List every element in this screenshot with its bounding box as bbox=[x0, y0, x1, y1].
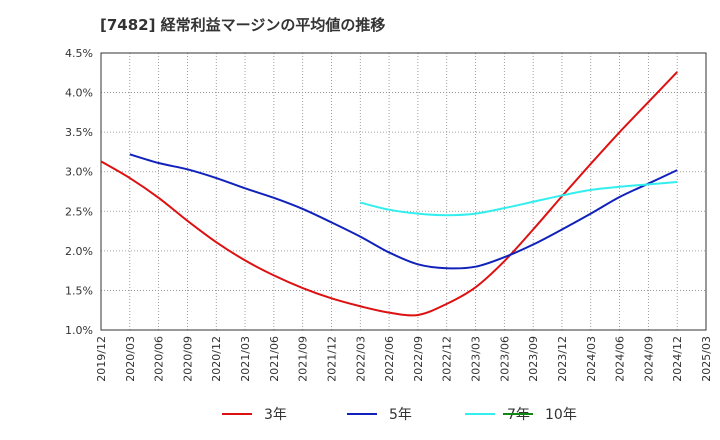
x-tick-label: 2023/06 bbox=[498, 336, 511, 382]
x-tick-label: 2021/06 bbox=[268, 336, 281, 382]
y-tick-label: 1.0% bbox=[65, 324, 93, 337]
y-tick-labels: 1.0% 1.5% 2.0% 2.5% 3.0% 3.5% 4.0% 4.5% bbox=[65, 47, 93, 337]
x-tick-label: 2022/06 bbox=[383, 336, 396, 382]
chart-title: [7482] 経常利益マージンの平均値の推移 bbox=[100, 16, 385, 34]
x-tick-label: 2021/09 bbox=[297, 336, 310, 382]
legend-label-5年: 5年 bbox=[389, 407, 412, 423]
series-line-7年 bbox=[360, 181, 678, 217]
x-tick-label: 2020/09 bbox=[181, 336, 194, 382]
legend: 3年5年7年10年 bbox=[222, 407, 577, 423]
y-tick-label: 4.5% bbox=[65, 47, 93, 60]
x-tick-label: 2024/09 bbox=[642, 336, 655, 382]
x-tick-label: 2022/09 bbox=[412, 336, 425, 382]
x-tick-label: 2022/03 bbox=[354, 336, 367, 382]
y-tick-label: 1.5% bbox=[65, 284, 93, 297]
x-tick-label: 2021/03 bbox=[239, 336, 252, 382]
x-tick-label: 2020/06 bbox=[153, 336, 166, 382]
y-tick-label: 3.5% bbox=[65, 126, 93, 139]
x-tick-label: 2024/06 bbox=[614, 336, 627, 382]
legend-label-3年: 3年 bbox=[264, 407, 287, 423]
legend-label-10年: 10年 bbox=[545, 407, 577, 423]
x-tick-label: 2021/12 bbox=[325, 336, 338, 382]
grid bbox=[101, 53, 706, 330]
y-tick-label: 2.0% bbox=[65, 245, 93, 258]
series-lines bbox=[100, 71, 678, 317]
x-tick-label: 2022/12 bbox=[441, 336, 454, 382]
y-tick-label: 2.5% bbox=[65, 205, 93, 218]
x-tick-label: 2019/12 bbox=[95, 336, 108, 382]
y-tick-label: 3.0% bbox=[65, 166, 93, 179]
series-line-5年 bbox=[129, 153, 678, 270]
plot-frame bbox=[100, 52, 707, 331]
x-tick-label: 2023/03 bbox=[470, 336, 483, 382]
x-tick-labels: 2019/12 2020/03 2020/06 2020/09 2020/12 2021/… bbox=[95, 336, 713, 382]
x-tick-label: 2020/12 bbox=[210, 336, 223, 382]
x-tick-label: 2024/12 bbox=[671, 336, 684, 382]
series-line-3年 bbox=[100, 71, 678, 317]
x-tick-label: 2023/12 bbox=[556, 336, 569, 382]
y-tick-label: 4.0% bbox=[65, 87, 93, 100]
x-tick-label: 2025/03 bbox=[700, 336, 713, 382]
x-tick-label: 2023/09 bbox=[527, 336, 540, 382]
x-tick-label: 2020/03 bbox=[124, 336, 137, 382]
x-tick-label: 2024/03 bbox=[585, 336, 598, 382]
